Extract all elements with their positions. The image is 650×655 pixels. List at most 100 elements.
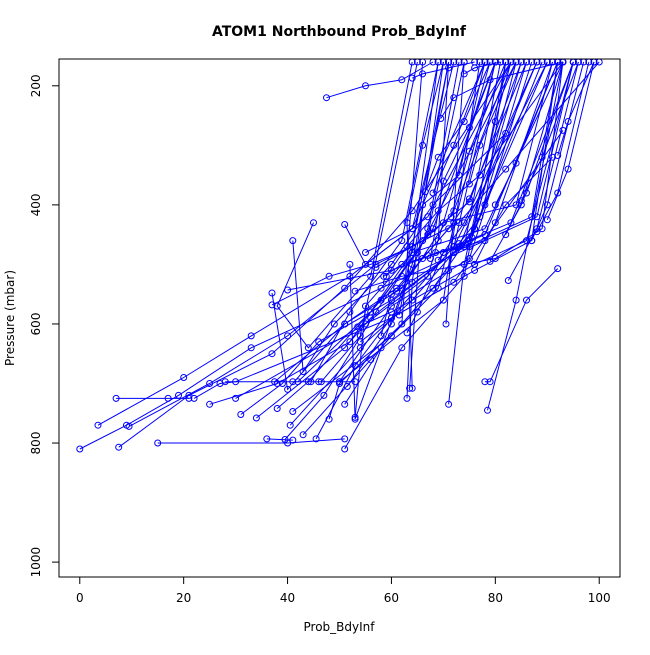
- series-line: [435, 61, 517, 253]
- data-point: [434, 256, 442, 264]
- y-tick-label: 200: [29, 74, 43, 97]
- data-point: [538, 153, 546, 161]
- series-line: [406, 61, 444, 389]
- series-line: [487, 61, 564, 411]
- data-point: [408, 384, 416, 392]
- data-point: [559, 59, 567, 66]
- series-62: [442, 59, 468, 328]
- data-point: [398, 344, 406, 352]
- data-point: [517, 59, 525, 66]
- series-line: [380, 61, 501, 337]
- series-30: [323, 59, 437, 102]
- series-13: [263, 435, 297, 444]
- data-point: [419, 141, 427, 149]
- data-point: [367, 272, 375, 280]
- data-point: [346, 308, 354, 316]
- data-point: [406, 384, 414, 392]
- series-26: [273, 59, 416, 352]
- series-line: [349, 61, 450, 420]
- data-point: [533, 59, 541, 66]
- series-80: [554, 59, 598, 159]
- data-point: [554, 152, 562, 159]
- data-point: [403, 394, 411, 402]
- data-point: [543, 216, 551, 224]
- data-point: [564, 118, 572, 125]
- data-point: [437, 115, 445, 122]
- data-point: [502, 231, 510, 239]
- series-69: [471, 59, 556, 268]
- data-point: [289, 408, 297, 415]
- data-point: [299, 431, 307, 439]
- data-point: [330, 320, 338, 328]
- series-line: [326, 61, 434, 99]
- data-point: [343, 383, 351, 390]
- series-line: [297, 61, 517, 383]
- x-tick-label: 80: [488, 591, 503, 605]
- series-line: [463, 61, 501, 75]
- data-point: [432, 249, 440, 256]
- y-tick-label: 400: [29, 193, 43, 216]
- data-point: [445, 225, 453, 233]
- series-line: [536, 61, 590, 232]
- data-point: [289, 436, 297, 444]
- data-point: [382, 272, 390, 280]
- x-tick-label: 60: [384, 591, 399, 605]
- data-point: [367, 308, 375, 316]
- data-point: [419, 59, 427, 66]
- data-point: [445, 400, 453, 408]
- data-point: [320, 391, 328, 399]
- data-point: [362, 82, 369, 90]
- data-point: [439, 59, 447, 66]
- data-point: [590, 59, 598, 66]
- data-point: [486, 378, 494, 386]
- data-point: [538, 225, 546, 233]
- series-line: [320, 61, 418, 383]
- data-point: [486, 59, 494, 66]
- y-tick-label: 800: [29, 432, 43, 455]
- series-54: [421, 59, 494, 196]
- data-point: [426, 255, 434, 262]
- data-point: [434, 59, 442, 66]
- data-point: [421, 188, 429, 196]
- data-point: [237, 411, 245, 418]
- series-28: [317, 59, 421, 386]
- data-point: [523, 296, 530, 304]
- data-point: [429, 189, 437, 197]
- series-line: [437, 61, 450, 241]
- series-line: [445, 61, 465, 325]
- data-point: [476, 141, 484, 149]
- series-72: [486, 59, 567, 265]
- data-point: [468, 234, 476, 242]
- data-point: [439, 219, 447, 227]
- data-point: [341, 435, 349, 443]
- series-line: [546, 61, 595, 220]
- x-tick-label: 0: [76, 591, 84, 605]
- data-point: [528, 237, 536, 245]
- series-line: [354, 61, 439, 418]
- x-tick-label: 100: [588, 591, 611, 605]
- series-line: [474, 61, 553, 265]
- data-point: [460, 272, 468, 280]
- data-point: [76, 445, 84, 453]
- data-point: [507, 59, 515, 66]
- data-point: [517, 197, 525, 205]
- series-line: [406, 61, 444, 399]
- data-point: [395, 311, 403, 319]
- data-point: [289, 237, 297, 245]
- data-point: [284, 385, 292, 393]
- data-point: [346, 260, 354, 268]
- data-point: [372, 308, 380, 316]
- data-point: [206, 380, 214, 387]
- data-point: [247, 344, 255, 352]
- chart-title: ATOM1 Northbound Prob_BdyInf: [212, 24, 467, 40]
- data-point: [94, 421, 102, 429]
- series-line: [432, 61, 486, 194]
- series-76: [517, 59, 582, 205]
- data-point: [341, 400, 349, 408]
- data-point: [543, 201, 551, 209]
- data-point: [471, 64, 479, 72]
- data-point: [504, 277, 512, 284]
- data-point: [491, 118, 499, 125]
- data-point: [517, 201, 525, 209]
